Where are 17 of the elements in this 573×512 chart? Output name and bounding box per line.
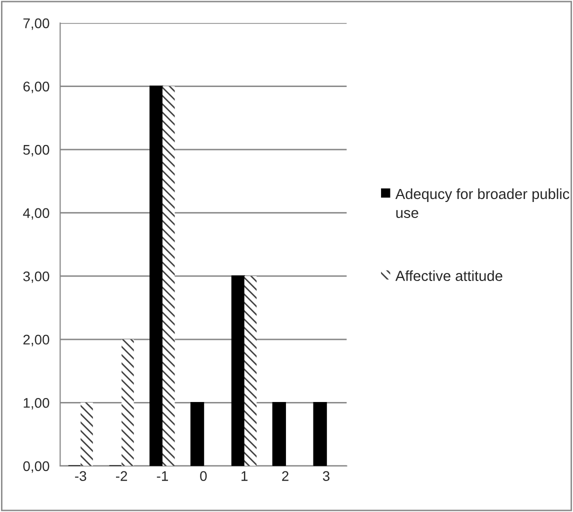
legend-label: Affective attitude (395, 270, 502, 282)
y-tick-label: 5,00 (23, 144, 50, 156)
x-tick-label: 2 (282, 471, 288, 481)
x-tick-label: -1 (156, 471, 168, 481)
y-tick-label: 3,00 (23, 271, 50, 283)
legend-label: Adequcy for broader public use (395, 188, 570, 218)
x-tick-label: -3 (75, 471, 86, 481)
y-tick-label: 0,00 (23, 461, 50, 473)
y-tick-label: 4,00 (23, 208, 50, 220)
y-tick-label: 7,00 (23, 18, 50, 30)
x-tick-label: 3 (322, 471, 330, 481)
x-tick-label: 1 (242, 471, 248, 481)
x-tick-label: -2 (116, 471, 128, 481)
y-tick-label: 6,00 (23, 82, 50, 94)
y-tick-label: 1,00 (24, 398, 50, 410)
x-tick-label: 0 (200, 471, 207, 481)
y-tick-label: 2,00 (23, 334, 50, 346)
